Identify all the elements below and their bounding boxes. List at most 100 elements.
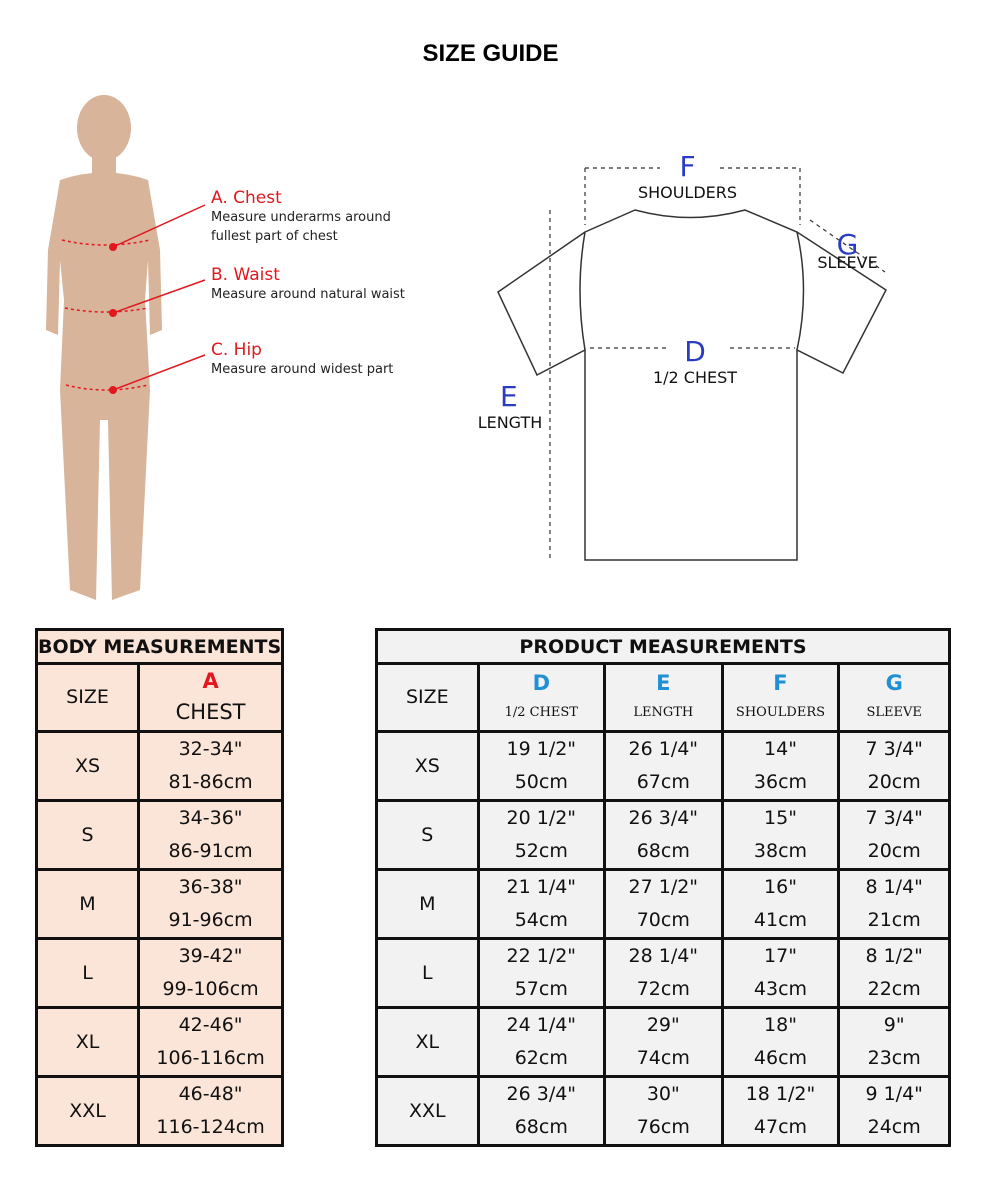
- tshirt-outline: [497, 209, 887, 561]
- measurement-cell: 20 1/2" 52cm: [476, 799, 607, 871]
- value-cm: 38cm: [753, 840, 808, 862]
- table-row: S 34-36" 86-91cm: [35, 799, 285, 871]
- label-name: LENGTH: [477, 413, 543, 432]
- column-letter: F: [773, 670, 788, 695]
- value-inches: 42-46": [178, 1014, 243, 1036]
- column-letter: G: [885, 670, 903, 695]
- label-sleeve: G SLEEVE: [810, 228, 885, 272]
- column-name: SHOULDERS: [735, 704, 826, 720]
- table-row: XL 24 1/4" 62cm 29" 74cm 18" 46cm 9" 23cm: [375, 1006, 951, 1078]
- label-name: SHOULDERS: [637, 183, 738, 202]
- page-title: SIZE GUIDE: [422, 40, 559, 67]
- size-cell: S: [35, 799, 140, 871]
- value-cm: 20cm: [867, 771, 921, 793]
- table-row: S 20 1/2" 52cm 26 3/4" 68cm 15" 38cm 7 3/4" 20cm: [375, 799, 951, 871]
- value-cm: 68cm: [514, 1116, 568, 1138]
- note-waist: B. Waist Measure around natural waist: [211, 265, 421, 304]
- value-inches: 32-34": [178, 738, 243, 760]
- chest-header: A CHEST: [136, 662, 285, 733]
- value-inches: 7 3/4": [865, 807, 923, 829]
- value-inches: 8 1/2": [865, 945, 923, 967]
- size-cell: S: [375, 799, 480, 871]
- value-inches: 46-48": [178, 1083, 243, 1105]
- size-cell: XXL: [35, 1075, 140, 1147]
- measurement-cell: 18 1/2" 47cm: [720, 1075, 841, 1147]
- column-header: E LENGTH: [603, 662, 724, 733]
- chest-cell: 46-48" 116-124cm: [136, 1075, 285, 1147]
- label-shoulders: F SHOULDERS: [630, 150, 745, 202]
- value-inches: 15": [764, 807, 797, 829]
- value-inches: 26 3/4": [506, 1083, 577, 1105]
- size-cell: L: [375, 937, 480, 1009]
- measurement-cell: 21 1/4" 54cm: [476, 868, 607, 940]
- value-cm: 23cm: [867, 1047, 921, 1069]
- value-cm: 47cm: [753, 1116, 808, 1138]
- note-heading: A. Chest: [211, 188, 282, 208]
- value-inches: 26 1/4": [628, 738, 699, 760]
- measurement-cell: 26 3/4" 68cm: [476, 1075, 607, 1147]
- measurement-cell: 8 1/2" 22cm: [837, 937, 951, 1009]
- column-letter: E: [656, 670, 671, 695]
- measurement-cell: 30" 76cm: [603, 1075, 724, 1147]
- value-inches: 9": [883, 1014, 905, 1036]
- value-cm: 86-91cm: [168, 840, 253, 862]
- column-name: CHEST: [175, 700, 246, 724]
- label-letter: F: [679, 150, 696, 183]
- value-cm: 22cm: [867, 978, 921, 1000]
- value-cm: 99-106cm: [162, 978, 259, 1000]
- product-measurements-table: PRODUCT MEASUREMENTS SIZE D 1/2 CHEST E LEN…: [375, 628, 951, 1147]
- label-length: E LENGTH: [470, 380, 550, 432]
- size-header: SIZE: [35, 662, 140, 733]
- value-inches: 7 3/4": [865, 738, 923, 760]
- value-inches: 18 1/2": [745, 1083, 816, 1105]
- size-cell: XS: [375, 730, 480, 802]
- value-cm: 68cm: [636, 840, 690, 862]
- note-chest: A. Chest Measure underarms around fulles…: [211, 188, 411, 246]
- value-cm: 43cm: [753, 978, 808, 1000]
- value-cm: 72cm: [636, 978, 690, 1000]
- value-inches: 26 3/4": [628, 807, 699, 829]
- table-caption: BODY MEASUREMENTS: [34, 628, 285, 665]
- value-inches: 21 1/4": [506, 876, 577, 898]
- label-name: 1/2 CHEST: [652, 368, 738, 387]
- chest-cell: 42-46" 106-116cm: [136, 1006, 285, 1078]
- measurement-illustration: [46, 95, 887, 600]
- measurement-cell: 7 3/4" 20cm: [837, 799, 951, 871]
- note-text: Measure underarms around fullest part of…: [211, 210, 391, 244]
- value-cm: 52cm: [514, 840, 568, 862]
- value-inches: 29": [646, 1014, 680, 1036]
- measurement-cell: 26 3/4" 68cm: [603, 799, 724, 871]
- measurement-cell: 8 1/4" 21cm: [837, 868, 951, 940]
- note-text: Measure around natural waist: [211, 287, 405, 302]
- value-inches: 28 1/4": [628, 945, 699, 967]
- measurement-cell: 14" 36cm: [720, 730, 841, 802]
- column-letter: D: [532, 670, 550, 695]
- value-inches: 36-38": [178, 876, 243, 898]
- measurement-cell: 19 1/2" 50cm: [476, 730, 607, 802]
- value-cm: 67cm: [636, 771, 690, 793]
- value-inches: 30": [646, 1083, 680, 1105]
- value-cm: 46cm: [753, 1047, 808, 1069]
- value-inches: 20 1/2": [506, 807, 577, 829]
- value-cm: 91-96cm: [168, 909, 253, 931]
- value-cm: 106-116cm: [156, 1047, 265, 1069]
- value-cm: 62cm: [514, 1047, 568, 1069]
- value-cm: 36cm: [753, 771, 808, 793]
- chest-cell: 36-38" 91-96cm: [136, 868, 285, 940]
- value-cm: 54cm: [514, 909, 568, 931]
- value-inches: 34-36": [178, 807, 243, 829]
- column-name: LENGTH: [633, 704, 694, 720]
- value-cm: 76cm: [636, 1116, 690, 1138]
- chest-cell: 32-34" 81-86cm: [136, 730, 285, 802]
- note-hip: C. Hip Measure around widest part: [211, 340, 421, 379]
- measurement-cell: 24 1/4" 62cm: [476, 1006, 607, 1078]
- size-cell: L: [35, 937, 140, 1009]
- measurement-cell: 17" 43cm: [720, 937, 841, 1009]
- label-letter: D: [684, 335, 706, 368]
- table-row: XL 42-46" 106-116cm: [35, 1006, 285, 1078]
- size-cell: M: [35, 868, 140, 940]
- value-cm: 41cm: [753, 909, 808, 931]
- measurement-cell: 26 1/4" 67cm: [603, 730, 724, 802]
- table-row: L 39-42" 99-106cm: [35, 937, 285, 1009]
- note-heading: B. Waist: [211, 265, 280, 285]
